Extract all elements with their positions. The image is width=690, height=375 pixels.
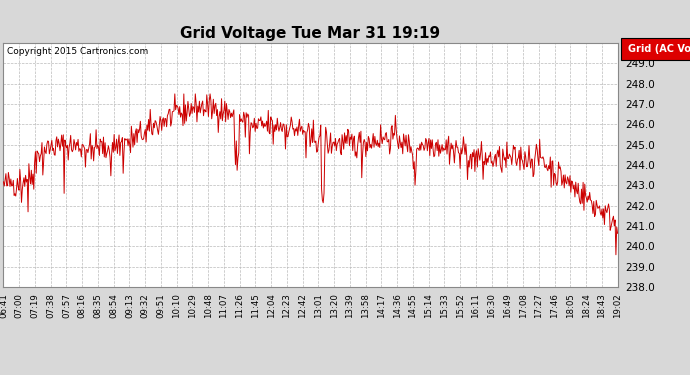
Text: Copyright 2015 Cartronics.com: Copyright 2015 Cartronics.com	[6, 47, 148, 56]
Title: Grid Voltage Tue Mar 31 19:19: Grid Voltage Tue Mar 31 19:19	[181, 26, 440, 40]
FancyBboxPatch shape	[620, 38, 690, 60]
Text: Grid (AC Volts): Grid (AC Volts)	[627, 44, 690, 54]
